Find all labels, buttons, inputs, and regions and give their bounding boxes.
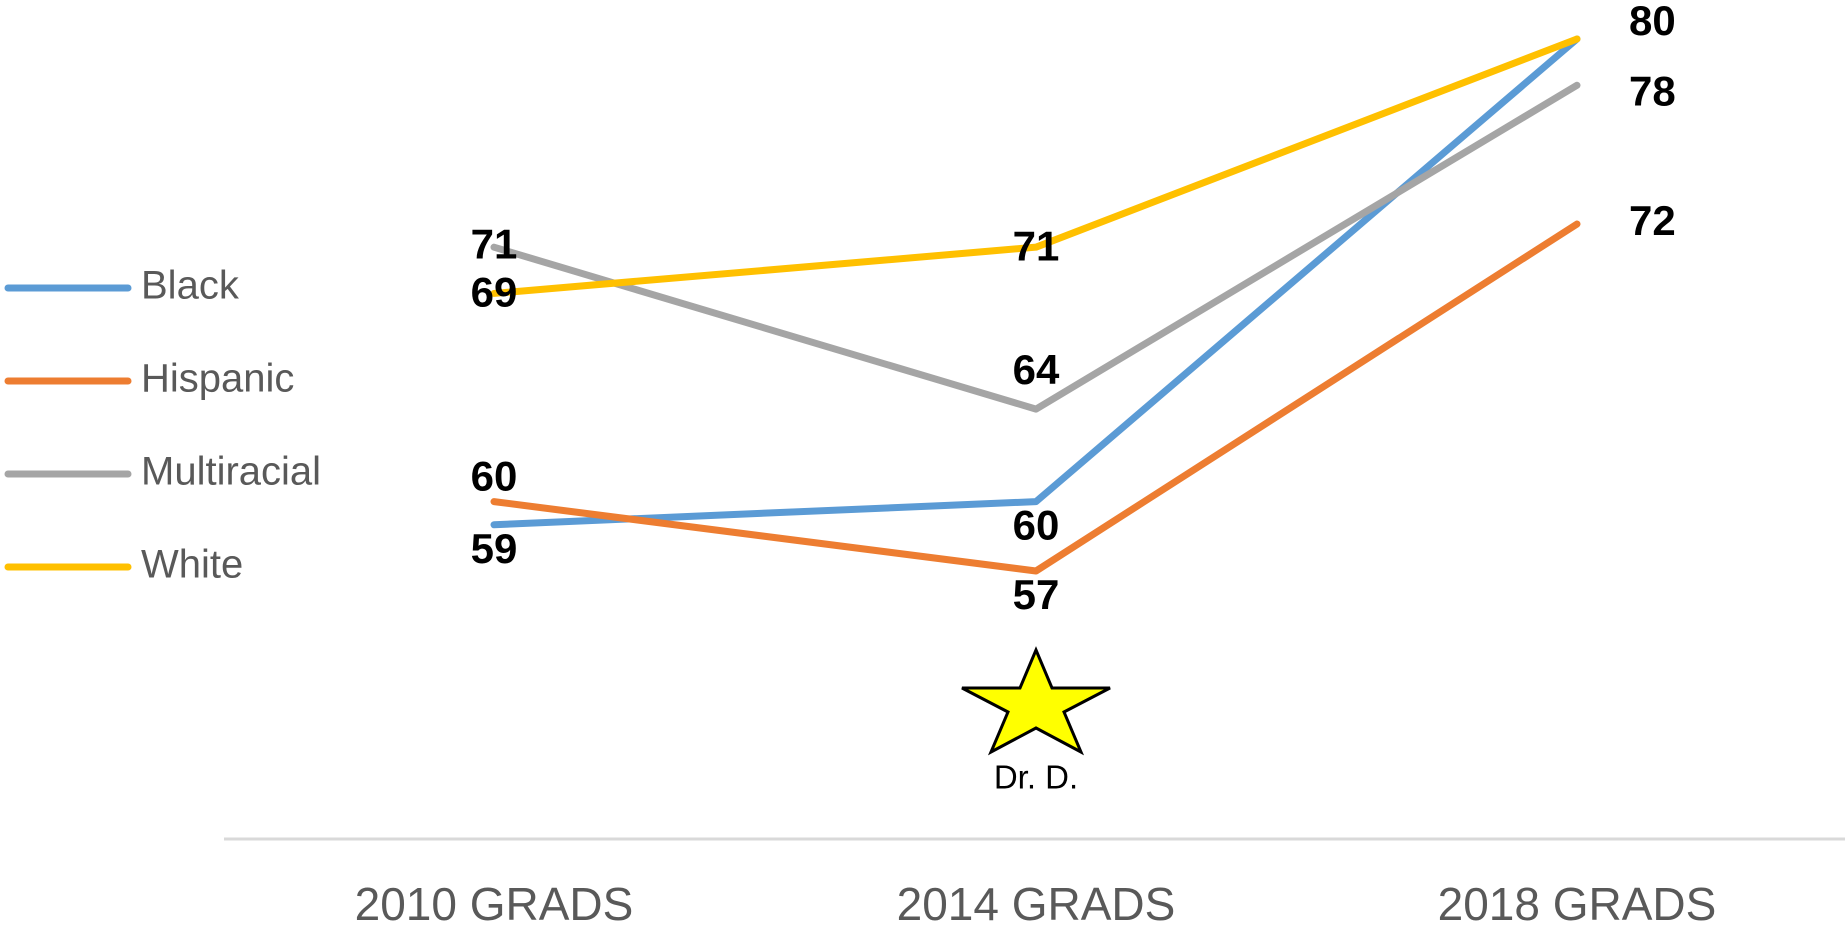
annotation: Dr. D. — [994, 759, 1078, 796]
data-label: 59 — [471, 525, 518, 572]
data-label: 72 — [1629, 197, 1676, 244]
series-line — [490, 81, 1581, 413]
data-label: 71 — [1013, 222, 1060, 269]
legend-label: Black — [141, 264, 240, 308]
series-line — [490, 35, 1581, 297]
data-label: 64 — [1013, 346, 1060, 393]
legend-label: Hispanic — [141, 357, 294, 401]
data-label: 69 — [471, 269, 518, 316]
legend-label: White — [141, 543, 243, 587]
legend-label: Multiracial — [141, 450, 321, 494]
data-label: 60 — [471, 453, 518, 500]
data-label: 80 — [1629, 0, 1676, 44]
data-label: 57 — [1013, 571, 1060, 618]
star-icon — [961, 646, 1111, 756]
data-label: 78 — [1629, 67, 1676, 114]
x-tick-label: 2014 GRADS — [897, 878, 1176, 930]
data-label: 60 — [1013, 502, 1060, 549]
data-label: 71 — [471, 220, 518, 267]
x-tick-label: 2018 GRADS — [1438, 878, 1717, 930]
series-line — [490, 220, 1581, 575]
x-tick-label: 2010 GRADS — [355, 878, 634, 930]
